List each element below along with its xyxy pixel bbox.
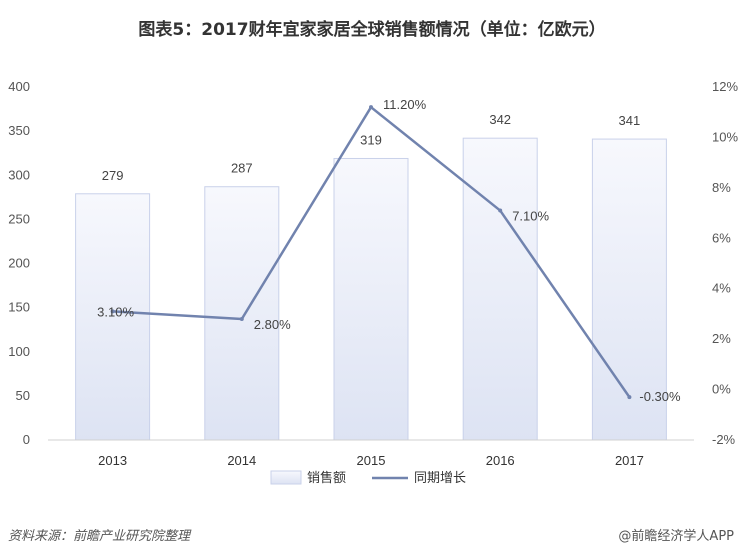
right-tick-label: 6%: [712, 230, 731, 245]
right-tick-label: 8%: [712, 180, 731, 195]
left-tick-label: 50: [16, 388, 30, 403]
legend-line-label: 同期增长: [414, 471, 466, 486]
bar-data-label: 342: [489, 112, 511, 127]
bar: [462, 137, 538, 441]
brand-credit: @前瞻经济学人APP: [618, 528, 734, 544]
right-tick-label: 0%: [712, 382, 731, 397]
bars-layer: 279 287 319 342 341: [75, 112, 667, 441]
left-tick-label: 250: [8, 211, 30, 226]
x-tick-label: 2016: [486, 453, 515, 468]
line-layer: 3.10% 2.80% 11.20% 7.10% -0.30%: [97, 97, 681, 404]
left-tick-label: 0: [23, 432, 30, 447]
bar-data-label: 287: [231, 161, 253, 176]
growth-point: [498, 208, 503, 213]
legend: 销售额 同期增长: [270, 470, 466, 486]
bar-data-label: 341: [619, 113, 641, 128]
right-tick-label: 2%: [712, 331, 731, 346]
bar-data-label: 279: [102, 168, 124, 183]
growth-point: [627, 395, 632, 400]
left-tick-label: 350: [8, 123, 30, 138]
legend-bar-swatch: [270, 470, 302, 485]
x-tick-label: 2015: [357, 453, 386, 468]
growth-data-label: 11.20%: [383, 97, 427, 112]
right-tick-label: 4%: [712, 281, 731, 296]
legend-bar-label: 销售额: [307, 470, 346, 486]
growth-data-label: 7.10%: [512, 209, 549, 224]
x-tick-label: 2017: [615, 453, 644, 468]
x-tick-label: 2014: [227, 453, 256, 468]
left-tick-label: 300: [8, 167, 30, 182]
bar: [75, 193, 151, 441]
left-tick-label: 200: [8, 256, 30, 271]
right-tick-label: 10%: [712, 129, 738, 144]
chart-title: 图表5：2017财年宜家家居全球销售额情况（单位：亿欧元）: [138, 19, 605, 40]
left-axis: 0 50 100 150 200 250 300 350 400: [8, 79, 30, 447]
x-axis: 2013 2014 2015 2016 2017: [48, 439, 694, 468]
growth-data-label: 2.80%: [254, 317, 291, 332]
left-tick-label: 150: [8, 300, 30, 315]
left-tick-label: 400: [8, 79, 30, 94]
bar: [204, 186, 280, 441]
growth-data-label: 3.10%: [97, 304, 134, 319]
growth-data-label: -0.30%: [639, 389, 681, 404]
growth-point: [369, 105, 373, 110]
left-tick-label: 100: [8, 344, 30, 359]
growth-point: [110, 309, 115, 314]
bar: [591, 138, 667, 441]
bar-data-label: 319: [360, 132, 382, 147]
right-tick-label: 12%: [712, 79, 738, 94]
source-note: 资料来源：前瞻产业研究院整理: [8, 528, 192, 544]
right-axis: -2% 0% 2% 4% 6% 8% 10% 12%: [712, 79, 738, 447]
x-tick-label: 2013: [98, 453, 127, 468]
growth-point: [239, 316, 244, 321]
bar: [333, 157, 409, 441]
right-tick-label: -2%: [712, 432, 736, 447]
